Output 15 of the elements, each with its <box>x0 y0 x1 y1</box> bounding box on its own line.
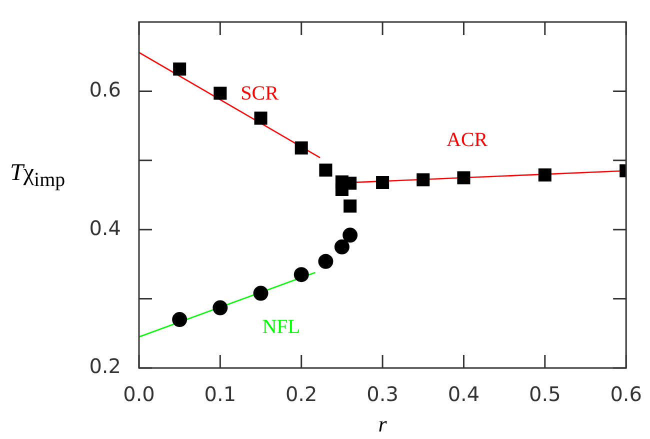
x-tick-label: 0.1 <box>204 382 236 406</box>
x-axis-title: r <box>378 412 388 437</box>
series-label: SCR <box>240 82 280 104</box>
x-tick-label: 0.6 <box>610 382 642 406</box>
x-tick-label: 0.2 <box>285 382 318 406</box>
series-label: NFL <box>262 316 300 338</box>
y-tick-label: 0.4 <box>89 216 121 240</box>
series-label: ACR <box>446 128 488 151</box>
y-tick-label: 0.2 <box>89 354 121 378</box>
y-tick-label: 0.6 <box>89 77 121 102</box>
x-tick-label: 0.5 <box>529 382 561 406</box>
x-tick-label: 0.3 <box>366 382 398 406</box>
x-tick-label: 0.0 <box>123 382 155 406</box>
y-axis-title: Tχ$_{imp}$ <box>10 160 66 192</box>
x-tick-label: 0.4 <box>448 382 480 406</box>
